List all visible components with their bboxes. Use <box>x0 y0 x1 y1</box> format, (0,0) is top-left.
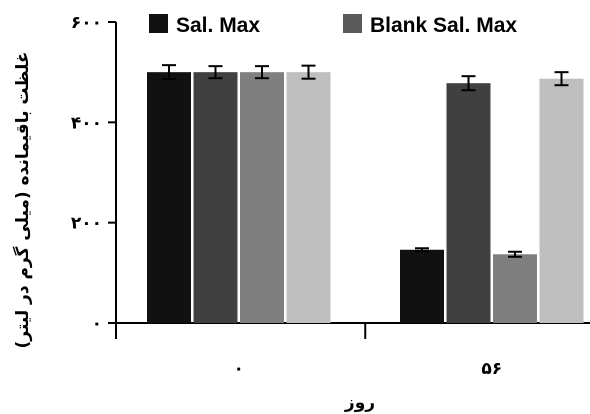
bar-g0-s2 <box>240 72 284 324</box>
bar-g1-s1 <box>446 83 491 323</box>
error-bar-g0-s1 <box>208 65 223 80</box>
y-tick-label: ۲۰۰ <box>71 214 102 234</box>
error-bar-g0-s0 <box>162 64 176 81</box>
legend-label-blank-sal-max: Blank Sal. Max <box>370 14 517 37</box>
x-tick-label: ۵۶ <box>481 359 502 379</box>
bars <box>147 72 584 324</box>
y-tick-label: ۴۰۰ <box>71 113 102 133</box>
error-bar-g1-s1 <box>461 75 476 92</box>
error-bar-g1-s0 <box>415 247 429 253</box>
legend-swatch-blank-sal-max <box>343 14 362 33</box>
legend: Sal. Max Blank Sal. Max <box>149 14 517 37</box>
bar-g1-s2 <box>493 254 537 323</box>
error-bar-g0-s2 <box>255 65 269 80</box>
bar-g0-s3 <box>286 72 331 324</box>
error-bars <box>162 64 569 258</box>
legend-label-sal-max: Sal. Max <box>176 14 260 37</box>
y-tick-label: ۶۰۰ <box>71 13 102 33</box>
error-bar-g1-s2 <box>508 250 522 258</box>
bar-g1-s0 <box>400 249 444 323</box>
bar-g0-s0 <box>147 72 191 324</box>
y-ticks: ۰ ۲۰۰ ۴۰۰ ۶۰۰ <box>71 13 116 334</box>
legend-swatch-sal-max <box>149 14 168 33</box>
error-bar-g0-s3 <box>301 64 316 80</box>
bar-g0-s1 <box>193 72 238 324</box>
x-axis-title: روز <box>344 393 375 413</box>
error-bar-g1-s3 <box>554 71 569 87</box>
x-tick-label: ۰ <box>234 359 244 379</box>
x-ticks: ۰ ۵۶ <box>234 323 502 379</box>
y-tick-label: ۰ <box>92 314 102 334</box>
bar-g1-s3 <box>539 78 584 324</box>
y-axis-title: غلظت باقیمانده (میلی گرم در لیتر) <box>12 52 33 349</box>
